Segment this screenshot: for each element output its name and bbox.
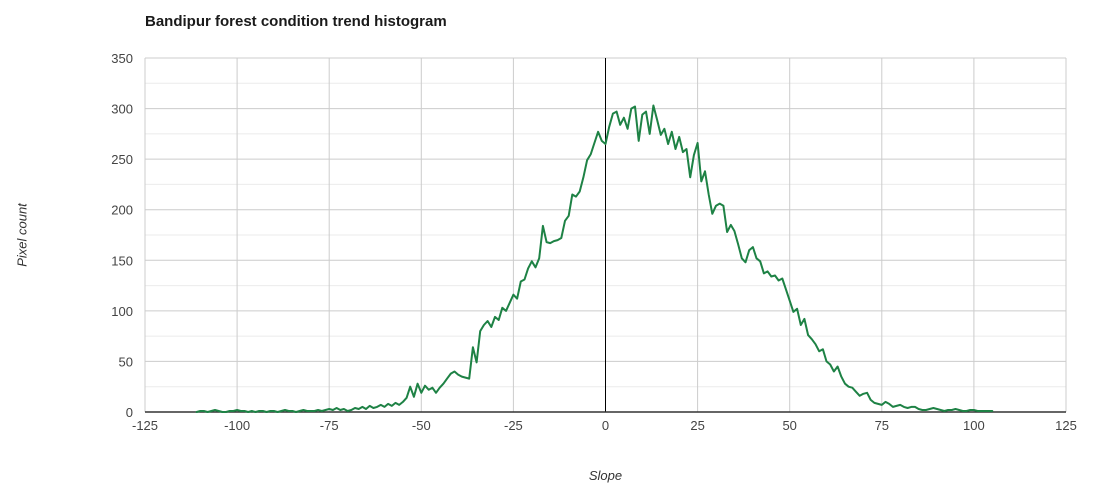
y-tick-label: 250 xyxy=(111,152,133,167)
y-tick-label: 0 xyxy=(126,405,133,420)
x-tick-label: -25 xyxy=(504,418,523,433)
chart-title: Bandipur forest condition trend histogra… xyxy=(145,13,447,30)
x-tick-label: 75 xyxy=(875,418,889,433)
x-axis-title: Slope xyxy=(588,468,623,483)
y-tick-label: 50 xyxy=(119,354,133,369)
y-tick-label: 200 xyxy=(111,203,133,218)
histogram-line-pixel_count[interactable] xyxy=(195,104,994,413)
y-tick-label: 150 xyxy=(111,253,133,268)
x-tick-label: 0 xyxy=(602,418,609,433)
x-tick-label: -125 xyxy=(132,418,158,433)
x-tick-label: 100 xyxy=(963,418,985,433)
x-tick-label: 25 xyxy=(690,418,704,433)
y-tick-label: 300 xyxy=(111,102,133,117)
x-tick-label: 50 xyxy=(782,418,796,433)
x-tick-label: -100 xyxy=(224,418,250,433)
x-tick-label: -50 xyxy=(412,418,431,433)
y-tick-label: 100 xyxy=(111,304,133,319)
x-tick-label: -75 xyxy=(320,418,339,433)
x-tick-label: 125 xyxy=(1055,418,1077,433)
y-tick-label: 350 xyxy=(111,51,133,66)
